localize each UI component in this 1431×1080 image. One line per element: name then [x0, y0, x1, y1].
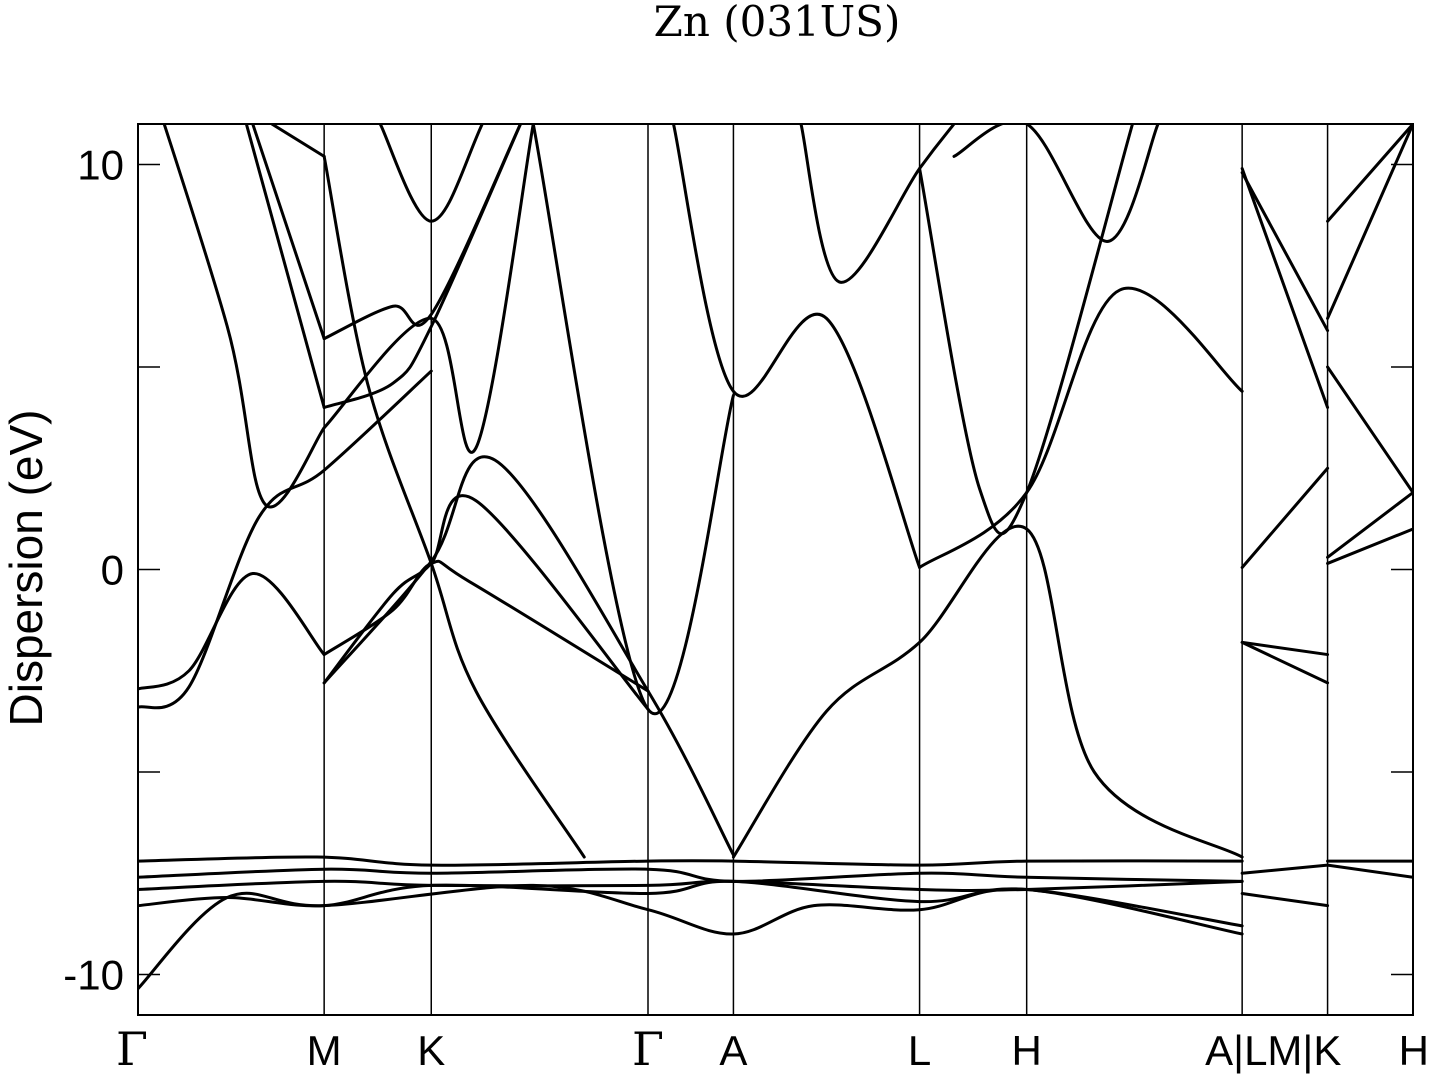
- kpoint-label: M: [307, 1027, 342, 1074]
- y-tick-label: 10: [77, 142, 124, 189]
- band-line-38: [1326, 124, 1413, 223]
- band-line-13: [378, 124, 484, 223]
- kpoint-labels: Γ M K Γ A L H A|LM|K H: [116, 1022, 1429, 1076]
- y-tick-label: 0: [101, 547, 124, 594]
- band-line-8: [322, 124, 522, 409]
- band-line-5: [322, 455, 735, 857]
- band-line-23: [138, 867, 1244, 883]
- band-line-32: [1240, 892, 1330, 908]
- kpoint-divider-lines: [323, 124, 1329, 1015]
- band-line-22: [138, 855, 1244, 867]
- chart-title: Zn (031US): [654, 0, 901, 46]
- band-line-14: [270, 124, 326, 158]
- band-line-4: [322, 494, 650, 711]
- band-line-30: [1240, 171, 1330, 333]
- kpoint-label: H: [1012, 1027, 1042, 1074]
- band-line-6: [162, 124, 326, 509]
- kpoint-label: Γ: [632, 1022, 664, 1076]
- plot-frame: [137, 123, 1414, 1016]
- kpoint-label: K: [417, 1027, 445, 1074]
- band-line-24: [138, 879, 1244, 892]
- kpoint-label: Γ: [116, 1022, 148, 1076]
- band-line-35: [1326, 491, 1413, 559]
- band-line-28: [1240, 640, 1330, 685]
- band-line-21: [731, 524, 1244, 859]
- kpoint-label: H: [1399, 1027, 1429, 1074]
- band-line-20: [952, 124, 1160, 243]
- y-ticks: 10 0 -10: [63, 142, 1413, 999]
- kpoint-label: L: [908, 1027, 931, 1074]
- band-line-26: [138, 883, 1244, 991]
- band-line-16: [672, 124, 922, 569]
- band-line-17: [799, 124, 956, 284]
- y-tick-label: -10: [63, 952, 124, 999]
- kpoint-label: A: [719, 1027, 747, 1074]
- band-line-15: [531, 124, 735, 715]
- band-line-9: [322, 124, 522, 341]
- band-line-1: [138, 572, 326, 691]
- band-line-7: [322, 124, 535, 454]
- band-line-33: [1240, 863, 1330, 875]
- band-line-11: [251, 124, 326, 341]
- kpoint-label: A|LM|K: [1205, 1027, 1341, 1074]
- band-line-34: [1326, 527, 1413, 565]
- band-line-37: [1326, 124, 1413, 320]
- band-line-18: [918, 286, 1244, 569]
- band-line-10: [322, 154, 586, 859]
- y-axis-label: Dispersion (eV): [0, 410, 52, 727]
- band-line-29: [1240, 466, 1330, 569]
- band-line-31: [1240, 167, 1330, 409]
- band-line-3: [322, 559, 650, 693]
- band-line-12: [244, 124, 326, 409]
- band-line-39: [1326, 863, 1413, 879]
- band-line-2: [138, 369, 433, 710]
- band-line-36: [1326, 365, 1413, 495]
- band-lines: [138, 124, 1413, 991]
- band-line-27: [1240, 640, 1330, 657]
